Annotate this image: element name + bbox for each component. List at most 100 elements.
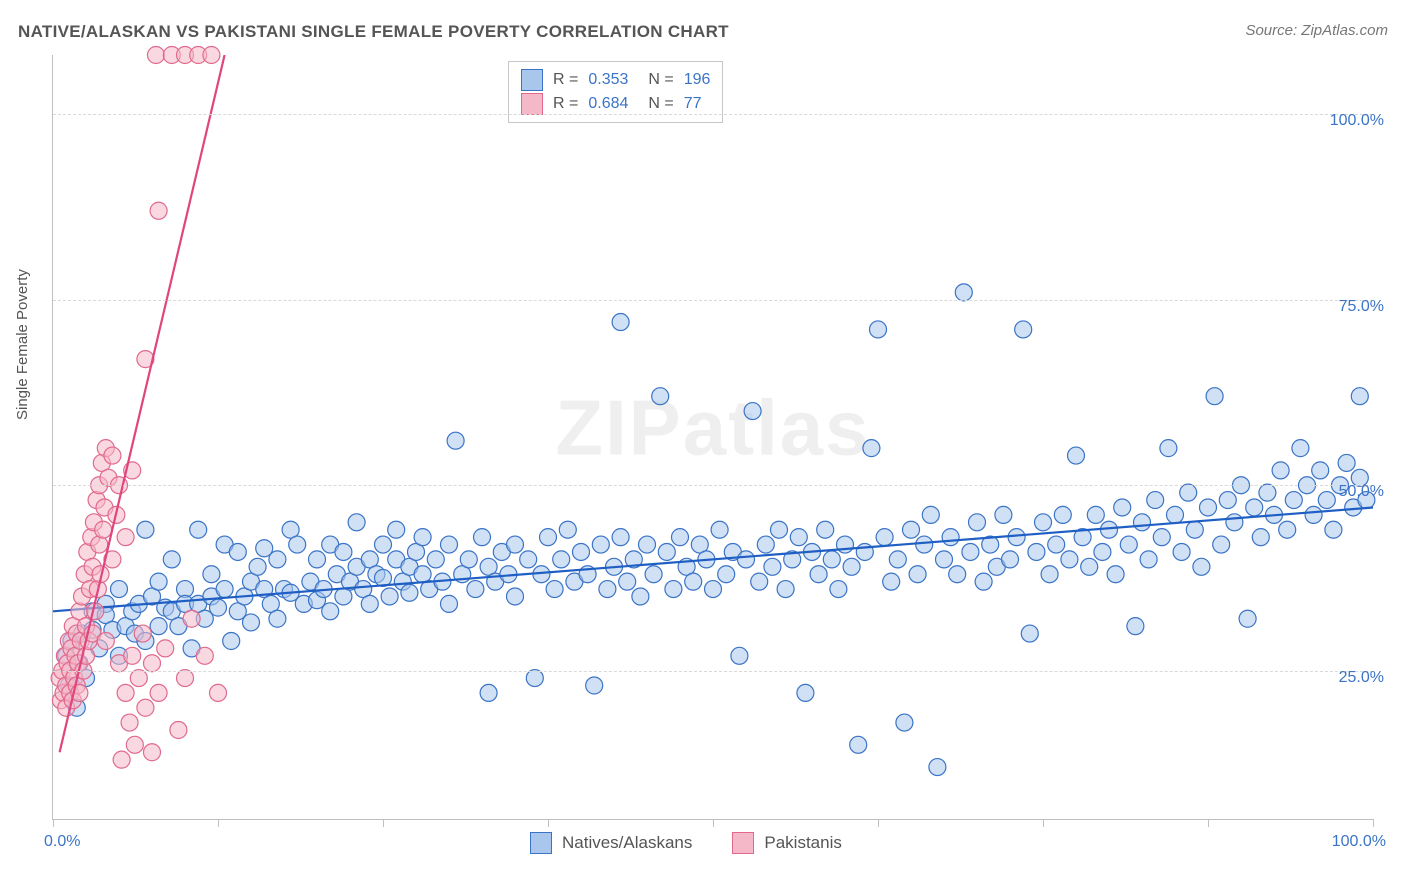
data-point — [870, 321, 887, 338]
data-point — [995, 506, 1012, 523]
data-point — [150, 684, 167, 701]
data-point — [147, 47, 164, 64]
data-point — [1021, 625, 1038, 642]
legend-r-prefix: R = — [553, 68, 578, 92]
data-point — [441, 536, 458, 553]
data-point — [843, 558, 860, 575]
legend-row: R =0.684N =77 — [521, 92, 710, 116]
data-point — [104, 447, 121, 464]
data-point — [883, 573, 900, 590]
data-point — [573, 543, 590, 560]
data-point — [126, 736, 143, 753]
x-tick — [1208, 819, 1209, 827]
series-label: Natives/Alaskans — [562, 833, 692, 853]
data-point — [150, 202, 167, 219]
data-point — [441, 595, 458, 612]
data-point — [388, 521, 405, 538]
data-point — [1252, 529, 1269, 546]
data-point — [929, 759, 946, 776]
data-point — [1028, 543, 1045, 560]
data-point — [1114, 499, 1131, 516]
data-point — [592, 536, 609, 553]
x-tick — [53, 819, 54, 827]
legend-n-value: 196 — [684, 68, 711, 92]
gridline — [53, 300, 1373, 301]
data-point — [1134, 514, 1151, 531]
data-point — [121, 714, 138, 731]
data-point — [612, 529, 629, 546]
data-point — [520, 551, 537, 568]
data-point — [797, 684, 814, 701]
data-point — [922, 506, 939, 523]
y-tick-label: 100.0% — [1330, 112, 1384, 130]
x-axis-min-label: 0.0% — [44, 833, 80, 851]
data-point — [111, 581, 128, 598]
data-point — [427, 551, 444, 568]
data-point — [586, 677, 603, 694]
data-point — [1107, 566, 1124, 583]
data-point — [480, 684, 497, 701]
legend-n-value: 77 — [684, 92, 702, 116]
data-point — [1160, 440, 1177, 457]
data-point — [1153, 529, 1170, 546]
data-point — [1246, 499, 1263, 516]
data-point — [685, 573, 702, 590]
data-point — [771, 521, 788, 538]
data-point — [223, 632, 240, 649]
data-point — [1061, 551, 1078, 568]
data-point — [130, 670, 147, 687]
data-point — [705, 581, 722, 598]
data-point — [1081, 558, 1098, 575]
x-tick — [878, 819, 879, 827]
data-point — [134, 625, 151, 642]
data-point — [117, 684, 134, 701]
source-label: Source: ZipAtlas.com — [1245, 22, 1388, 39]
data-point — [124, 647, 141, 664]
data-point — [744, 403, 761, 420]
data-point — [830, 581, 847, 598]
legend-swatch — [530, 832, 552, 854]
data-point — [210, 684, 227, 701]
gridline — [53, 485, 1373, 486]
data-point — [1338, 454, 1355, 471]
data-point — [1002, 551, 1019, 568]
legend-swatch — [521, 69, 543, 91]
data-point — [1180, 484, 1197, 501]
data-point — [414, 529, 431, 546]
data-point — [309, 551, 326, 568]
legend-n-prefix: N = — [648, 92, 673, 116]
data-point — [1239, 610, 1256, 627]
data-point — [1035, 514, 1052, 531]
data-point — [507, 536, 524, 553]
data-point — [896, 714, 913, 731]
data-point — [1008, 529, 1025, 546]
data-point — [170, 721, 187, 738]
data-point — [401, 584, 418, 601]
data-point — [163, 551, 180, 568]
data-point — [381, 588, 398, 605]
data-point — [113, 751, 130, 768]
y-tick-label: 50.0% — [1339, 483, 1384, 501]
legend-r-value: 0.684 — [588, 92, 628, 116]
series-label: Pakistanis — [764, 833, 841, 853]
legend-r-value: 0.353 — [588, 68, 628, 92]
data-point — [1068, 447, 1085, 464]
data-point — [850, 736, 867, 753]
scatter-svg — [53, 55, 1373, 819]
x-tick — [713, 819, 714, 827]
plot-area: ZIPatlas R =0.353N =196R =0.684N =77 — [52, 55, 1373, 820]
chart-title: NATIVE/ALASKAN VS PAKISTANI SINGLE FEMAL… — [18, 22, 729, 42]
data-point — [1206, 388, 1223, 405]
data-point — [751, 573, 768, 590]
data-point — [1094, 543, 1111, 560]
x-tick — [383, 819, 384, 827]
data-point — [632, 588, 649, 605]
data-point — [817, 521, 834, 538]
legend-swatch — [521, 93, 543, 115]
data-point — [526, 670, 543, 687]
data-point — [150, 573, 167, 590]
data-point — [942, 529, 959, 546]
data-point — [1054, 506, 1071, 523]
data-point — [645, 566, 662, 583]
data-point — [474, 529, 491, 546]
